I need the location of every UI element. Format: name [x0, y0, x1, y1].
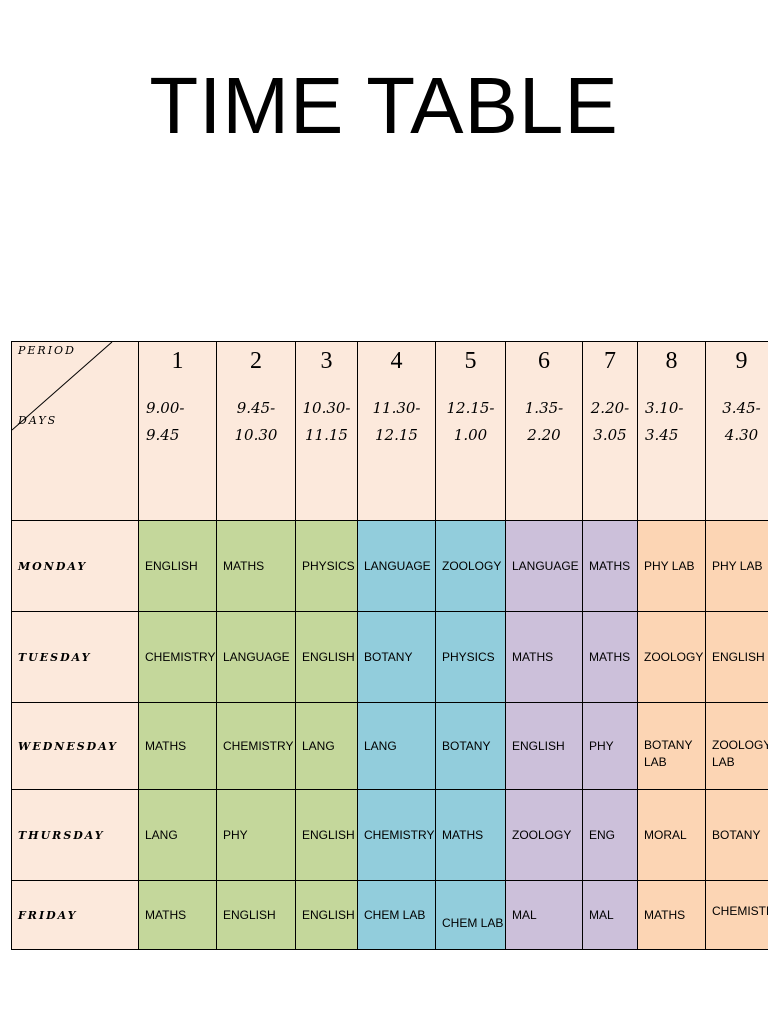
- subject-cell: ENGLISH: [138, 520, 217, 612]
- table-row: MONDAY ENGLISH MATHS PHYSICS LANGUAGE ZO…: [11, 520, 768, 612]
- subject-cell: MORAL: [637, 789, 706, 881]
- subject-cell: CHEMISTRY: [357, 789, 436, 881]
- period-start: 12.15-: [446, 399, 495, 417]
- subject-cell: BOTANY: [705, 789, 768, 881]
- subject-cell: ENGLISH: [295, 789, 358, 881]
- subject-cell: MATHS: [505, 611, 583, 703]
- subject-cell: PHYSICS: [435, 611, 506, 703]
- page-title: TIME TABLE: [149, 61, 619, 150]
- period-number: 9: [735, 348, 748, 374]
- subject-cell: MAL: [582, 880, 638, 950]
- subject-cell: ENGLISH: [295, 611, 358, 703]
- timetable-grid: PERIOD DAYS 1 9.00- 9.45 2 9.45- 10.30 3 10.3…: [11, 341, 768, 950]
- period-number: 2: [250, 348, 262, 374]
- subject-cell: LANGUAGE: [216, 611, 296, 703]
- period-header-9: 9 3.45- 4.30: [705, 341, 768, 521]
- period-end: 11.15: [305, 426, 348, 444]
- table-row: TUESDAY CHEMISTRY LANGUAGE ENGLISH BOTAN…: [11, 611, 768, 703]
- subject-cell: ZOOLOGY: [435, 520, 506, 612]
- days-label: DAYS: [18, 414, 58, 427]
- subject-cell: MATHS: [582, 611, 638, 703]
- header-row: PERIOD DAYS 1 9.00- 9.45 2 9.45- 10.30 3 10.3…: [11, 341, 768, 521]
- period-number: 4: [390, 348, 403, 374]
- corner-cell: PERIOD DAYS: [11, 341, 139, 521]
- subject-cell: ENGLISH: [705, 611, 768, 703]
- subject-cell: MATHS: [637, 880, 706, 950]
- period-start: 2.20-: [590, 399, 630, 417]
- period-start: 11.30-: [372, 399, 421, 417]
- period-end: 3.05: [593, 426, 627, 444]
- period-number: 7: [604, 348, 616, 374]
- subject-cell: PHYSICS: [295, 520, 358, 612]
- period-number: 6: [538, 348, 550, 374]
- period-end: 9.45: [146, 426, 180, 444]
- subject-cell: ZOOLOGY LAB: [705, 702, 768, 790]
- period-start: 9.00-: [146, 399, 185, 417]
- subject-cell: MATHS: [138, 702, 217, 790]
- timetable: PERIOD DAYS 1 9.00- 9.45 2 9.45- 10.30 3 10.3…: [11, 341, 768, 951]
- subject-cell: MATHS: [216, 520, 296, 612]
- period-header-6: 6 1.35- 2.20: [505, 341, 583, 521]
- subject-cell: CHEMISTRY: [138, 611, 217, 703]
- subject-cell: CHEM LAB: [435, 880, 506, 950]
- diagonal-divider: [12, 342, 113, 431]
- period-header-8: 8 3.10- 3.45: [637, 341, 706, 521]
- period-end: 1.00: [453, 426, 488, 444]
- period-start: 3.10-: [645, 399, 684, 417]
- subject-cell: LANG: [357, 702, 436, 790]
- subject-cell: ZOOLOGY: [637, 611, 706, 703]
- subject-cell: ENGLISH: [216, 880, 296, 950]
- period-start: 3.45-: [722, 399, 761, 417]
- day-label: THURSDAY: [11, 789, 139, 881]
- subject-cell: ENGLISH: [295, 880, 358, 950]
- period-start: 10.30-: [302, 399, 351, 417]
- period-end: 4.30: [724, 426, 759, 444]
- day-label: FRIDAY: [11, 880, 139, 950]
- subject-cell: MATHS: [435, 789, 506, 881]
- period-number: 3: [320, 348, 333, 374]
- period-header-7: 7 2.20- 3.05: [582, 341, 638, 521]
- subject-cell: MAL: [505, 880, 583, 950]
- subject-cell: CHEMISTRY: [705, 880, 768, 950]
- subject-cell: BOTANY LAB: [637, 702, 706, 790]
- subject-cell: PHY: [582, 702, 638, 790]
- table-row: WEDNESDAY MATHS CHEMISTRY LANG LANG BOTA…: [11, 702, 768, 790]
- period-header-2: 2 9.45- 10.30: [216, 341, 296, 521]
- subject-cell: PHY LAB: [705, 520, 768, 612]
- period-label: PERIOD: [18, 344, 76, 357]
- day-label: TUESDAY: [11, 611, 139, 703]
- subject-cell: ENG: [582, 789, 638, 881]
- period-start: 9.45-: [236, 399, 276, 417]
- subject-cell: MATHS: [138, 880, 217, 950]
- subject-cell: ZOOLOGY: [505, 789, 583, 881]
- period-number: 8: [665, 348, 678, 374]
- subject-cell: CHEM LAB: [357, 880, 436, 950]
- day-label: MONDAY: [11, 520, 139, 612]
- subject-cell: PHY LAB: [637, 520, 706, 612]
- subject-cell: MATHS: [582, 520, 638, 612]
- subject-cell: LANG: [138, 789, 217, 881]
- subject-cell: BOTANY: [435, 702, 506, 790]
- day-label: WEDNESDAY: [11, 702, 139, 790]
- period-end: 3.45: [645, 426, 679, 444]
- period-end: 10.30: [234, 426, 278, 444]
- table-row: THURSDAY LANG PHY ENGLISH CHEMISTRY MATH…: [11, 789, 768, 881]
- period-end: 2.20: [527, 426, 561, 444]
- period-header-3: 3 10.30- 11.15: [295, 341, 358, 521]
- subject-cell: LANGUAGE: [357, 520, 436, 612]
- period-header-5: 5 12.15- 1.00: [435, 341, 506, 521]
- period-header-4: 4 11.30- 12.15: [357, 341, 436, 521]
- subject-cell: ENGLISH: [505, 702, 583, 790]
- subject-cell: PHY: [216, 789, 296, 881]
- period-number: 5: [464, 348, 477, 374]
- subject-cell: LANG: [295, 702, 358, 790]
- period-end: 12.15: [375, 426, 418, 444]
- subject-cell: LANGUAGE: [505, 520, 583, 612]
- subject-cell: BOTANY: [357, 611, 436, 703]
- period-number: 1: [171, 348, 184, 374]
- period-header-1: 1 9.00- 9.45: [138, 341, 217, 521]
- table-row: FRIDAY MATHS ENGLISH ENGLISH CHEM LAB CH…: [11, 880, 768, 950]
- period-start: 1.35-: [524, 399, 564, 417]
- subject-cell: CHEMISTRY: [216, 702, 296, 790]
